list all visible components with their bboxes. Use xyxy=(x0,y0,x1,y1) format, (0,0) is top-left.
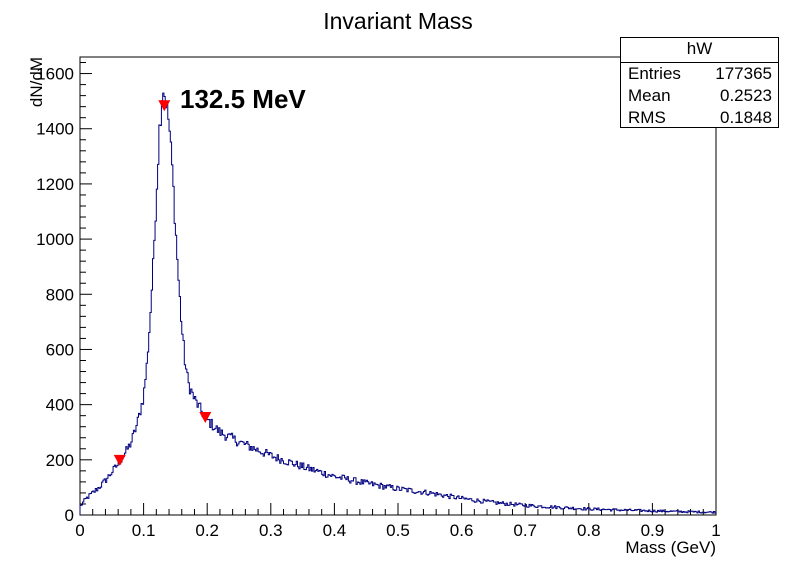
x-tick-label: 0.8 xyxy=(577,521,601,540)
stats-title: hW xyxy=(621,38,778,63)
x-tick-label: 0 xyxy=(75,521,84,540)
stats-label: Mean xyxy=(628,86,671,105)
y-tick-label: 1400 xyxy=(36,120,74,139)
x-tick-label: 0.5 xyxy=(386,521,410,540)
y-axis-label: dN/dM xyxy=(27,57,46,107)
stats-value: 177365 xyxy=(715,64,772,83)
x-tick-label: 0.3 xyxy=(259,521,283,540)
y-tick-label: 0 xyxy=(65,506,74,525)
peak-marker xyxy=(199,412,212,424)
stats-row-rms: RMS 0.1848 xyxy=(621,107,778,129)
stats-box: hW Entries 177365 Mean 0.2523 RMS 0.1848 xyxy=(620,37,779,128)
chart-title: Invariant Mass xyxy=(323,8,473,34)
stats-label: RMS xyxy=(628,108,666,127)
stats-value: 0.2523 xyxy=(720,86,772,105)
x-tick-label: 0.7 xyxy=(513,521,537,540)
y-tick-label: 1000 xyxy=(36,230,74,249)
stats-row-entries: Entries 177365 xyxy=(621,63,778,85)
histogram-line xyxy=(79,92,716,515)
stats-row-mean: Mean 0.2523 xyxy=(621,85,778,107)
y-tick-label: 400 xyxy=(46,396,74,415)
stats-label: Entries xyxy=(628,64,681,83)
x-tick-label: 1 xyxy=(711,521,720,540)
peak-annotation: 132.5 MeV xyxy=(180,84,306,114)
y-tick-label: 200 xyxy=(46,451,74,470)
peak-marker xyxy=(113,454,126,466)
stats-value: 0.1848 xyxy=(720,108,772,127)
x-axis-label: Mass (GeV) xyxy=(625,538,716,557)
y-tick-label: 1200 xyxy=(36,175,74,194)
x-tick-label: 0.4 xyxy=(323,521,347,540)
x-tick-label: 0.6 xyxy=(450,521,474,540)
x-tick-label: 0.1 xyxy=(132,521,156,540)
peak-marker xyxy=(158,100,171,112)
y-tick-label: 600 xyxy=(46,340,74,359)
x-tick-label: 0.2 xyxy=(195,521,219,540)
y-tick-label: 800 xyxy=(46,285,74,304)
y-tick-label: 1600 xyxy=(36,65,74,84)
x-tick-label: 0.9 xyxy=(641,521,665,540)
